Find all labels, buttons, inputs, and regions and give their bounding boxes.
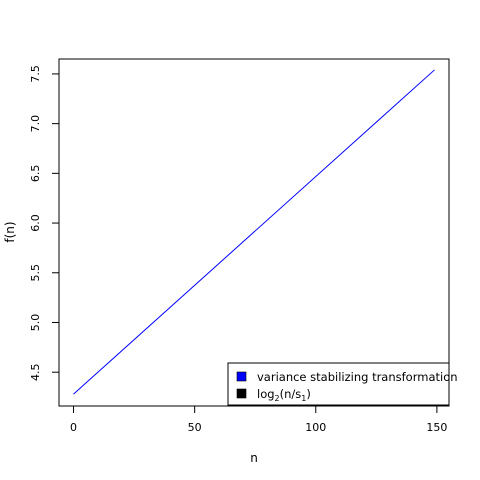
legend-label-vst: variance stabilizing transformation — [257, 370, 458, 384]
x-tick-label: 50 — [188, 421, 202, 434]
legend-label-log2: log2(n/s1) — [257, 387, 311, 403]
x-axis: 0 50 100 150 — [70, 405, 447, 434]
y-tick-label: 6.0 — [29, 214, 42, 232]
y-axis: 4.5 5.0 5.5 6.0 6.5 7.0 7.5 — [29, 65, 60, 381]
y-tick-label: 7.5 — [29, 65, 42, 83]
legend-swatch-vst — [236, 371, 247, 382]
y-tick-label: 6.5 — [29, 165, 42, 183]
y-tick-label: 7.0 — [29, 115, 42, 132]
legend-box — [227, 362, 450, 406]
legend-swatch-log2 — [236, 388, 247, 399]
legend: variance stabilizing transformation log2… — [227, 362, 458, 406]
x-axis-label: n — [250, 451, 258, 465]
x-tick-label: 150 — [426, 421, 447, 434]
series-line-variance-stabilizing — [73, 69, 435, 395]
y-tick-label: 5.0 — [29, 314, 42, 332]
series-layer — [73, 69, 435, 395]
y-tick-label: 5.5 — [29, 264, 42, 282]
x-tick-label: 0 — [70, 421, 77, 434]
y-axis-label: f(n) — [3, 221, 17, 242]
y-tick-label: 4.5 — [29, 363, 42, 381]
x-tick-label: 100 — [305, 421, 326, 434]
